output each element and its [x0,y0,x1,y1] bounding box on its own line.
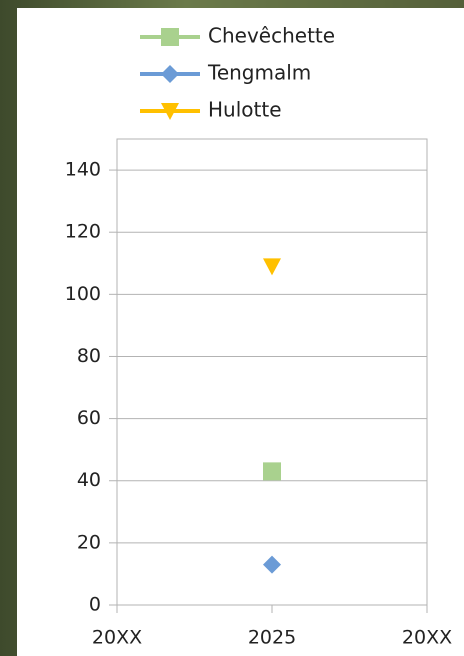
data-point [263,258,281,276]
y-tick-label: 100 [65,283,101,305]
x-tick-label: 20XX [402,627,452,649]
y-tick-label: 80 [77,345,101,367]
x-tick-label: 2025 [248,627,296,649]
y-tick-label: 0 [89,594,101,616]
y-tick-label: 20 [77,531,101,553]
y-tick-label: 40 [77,469,101,491]
data-point [263,555,281,574]
legend-label: Chevêchette [208,24,335,48]
chart-panel [17,8,464,656]
legend-label: Tengmalm [207,61,311,85]
data-point [263,462,281,481]
legend-marker [161,28,179,46]
x-tick-label: 20XX [92,627,142,649]
y-tick-label: 120 [65,221,101,243]
y-tick-label: 60 [77,407,101,429]
legend: Chevêchette Tengmalm Hulotte [140,24,335,122]
legend-marker [161,65,179,83]
legend-label: Hulotte [208,98,282,122]
y-tick-label: 140 [65,159,101,181]
legend-marker [161,103,179,120]
